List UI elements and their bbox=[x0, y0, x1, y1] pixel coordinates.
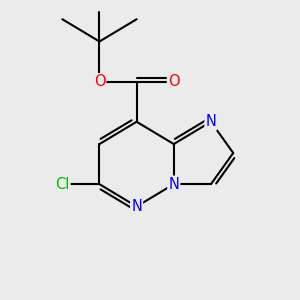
Text: O: O bbox=[168, 74, 180, 89]
Text: N: N bbox=[131, 199, 142, 214]
Text: O: O bbox=[94, 74, 105, 89]
Text: N: N bbox=[206, 114, 216, 129]
Text: Cl: Cl bbox=[55, 177, 70, 192]
Text: N: N bbox=[168, 177, 179, 192]
